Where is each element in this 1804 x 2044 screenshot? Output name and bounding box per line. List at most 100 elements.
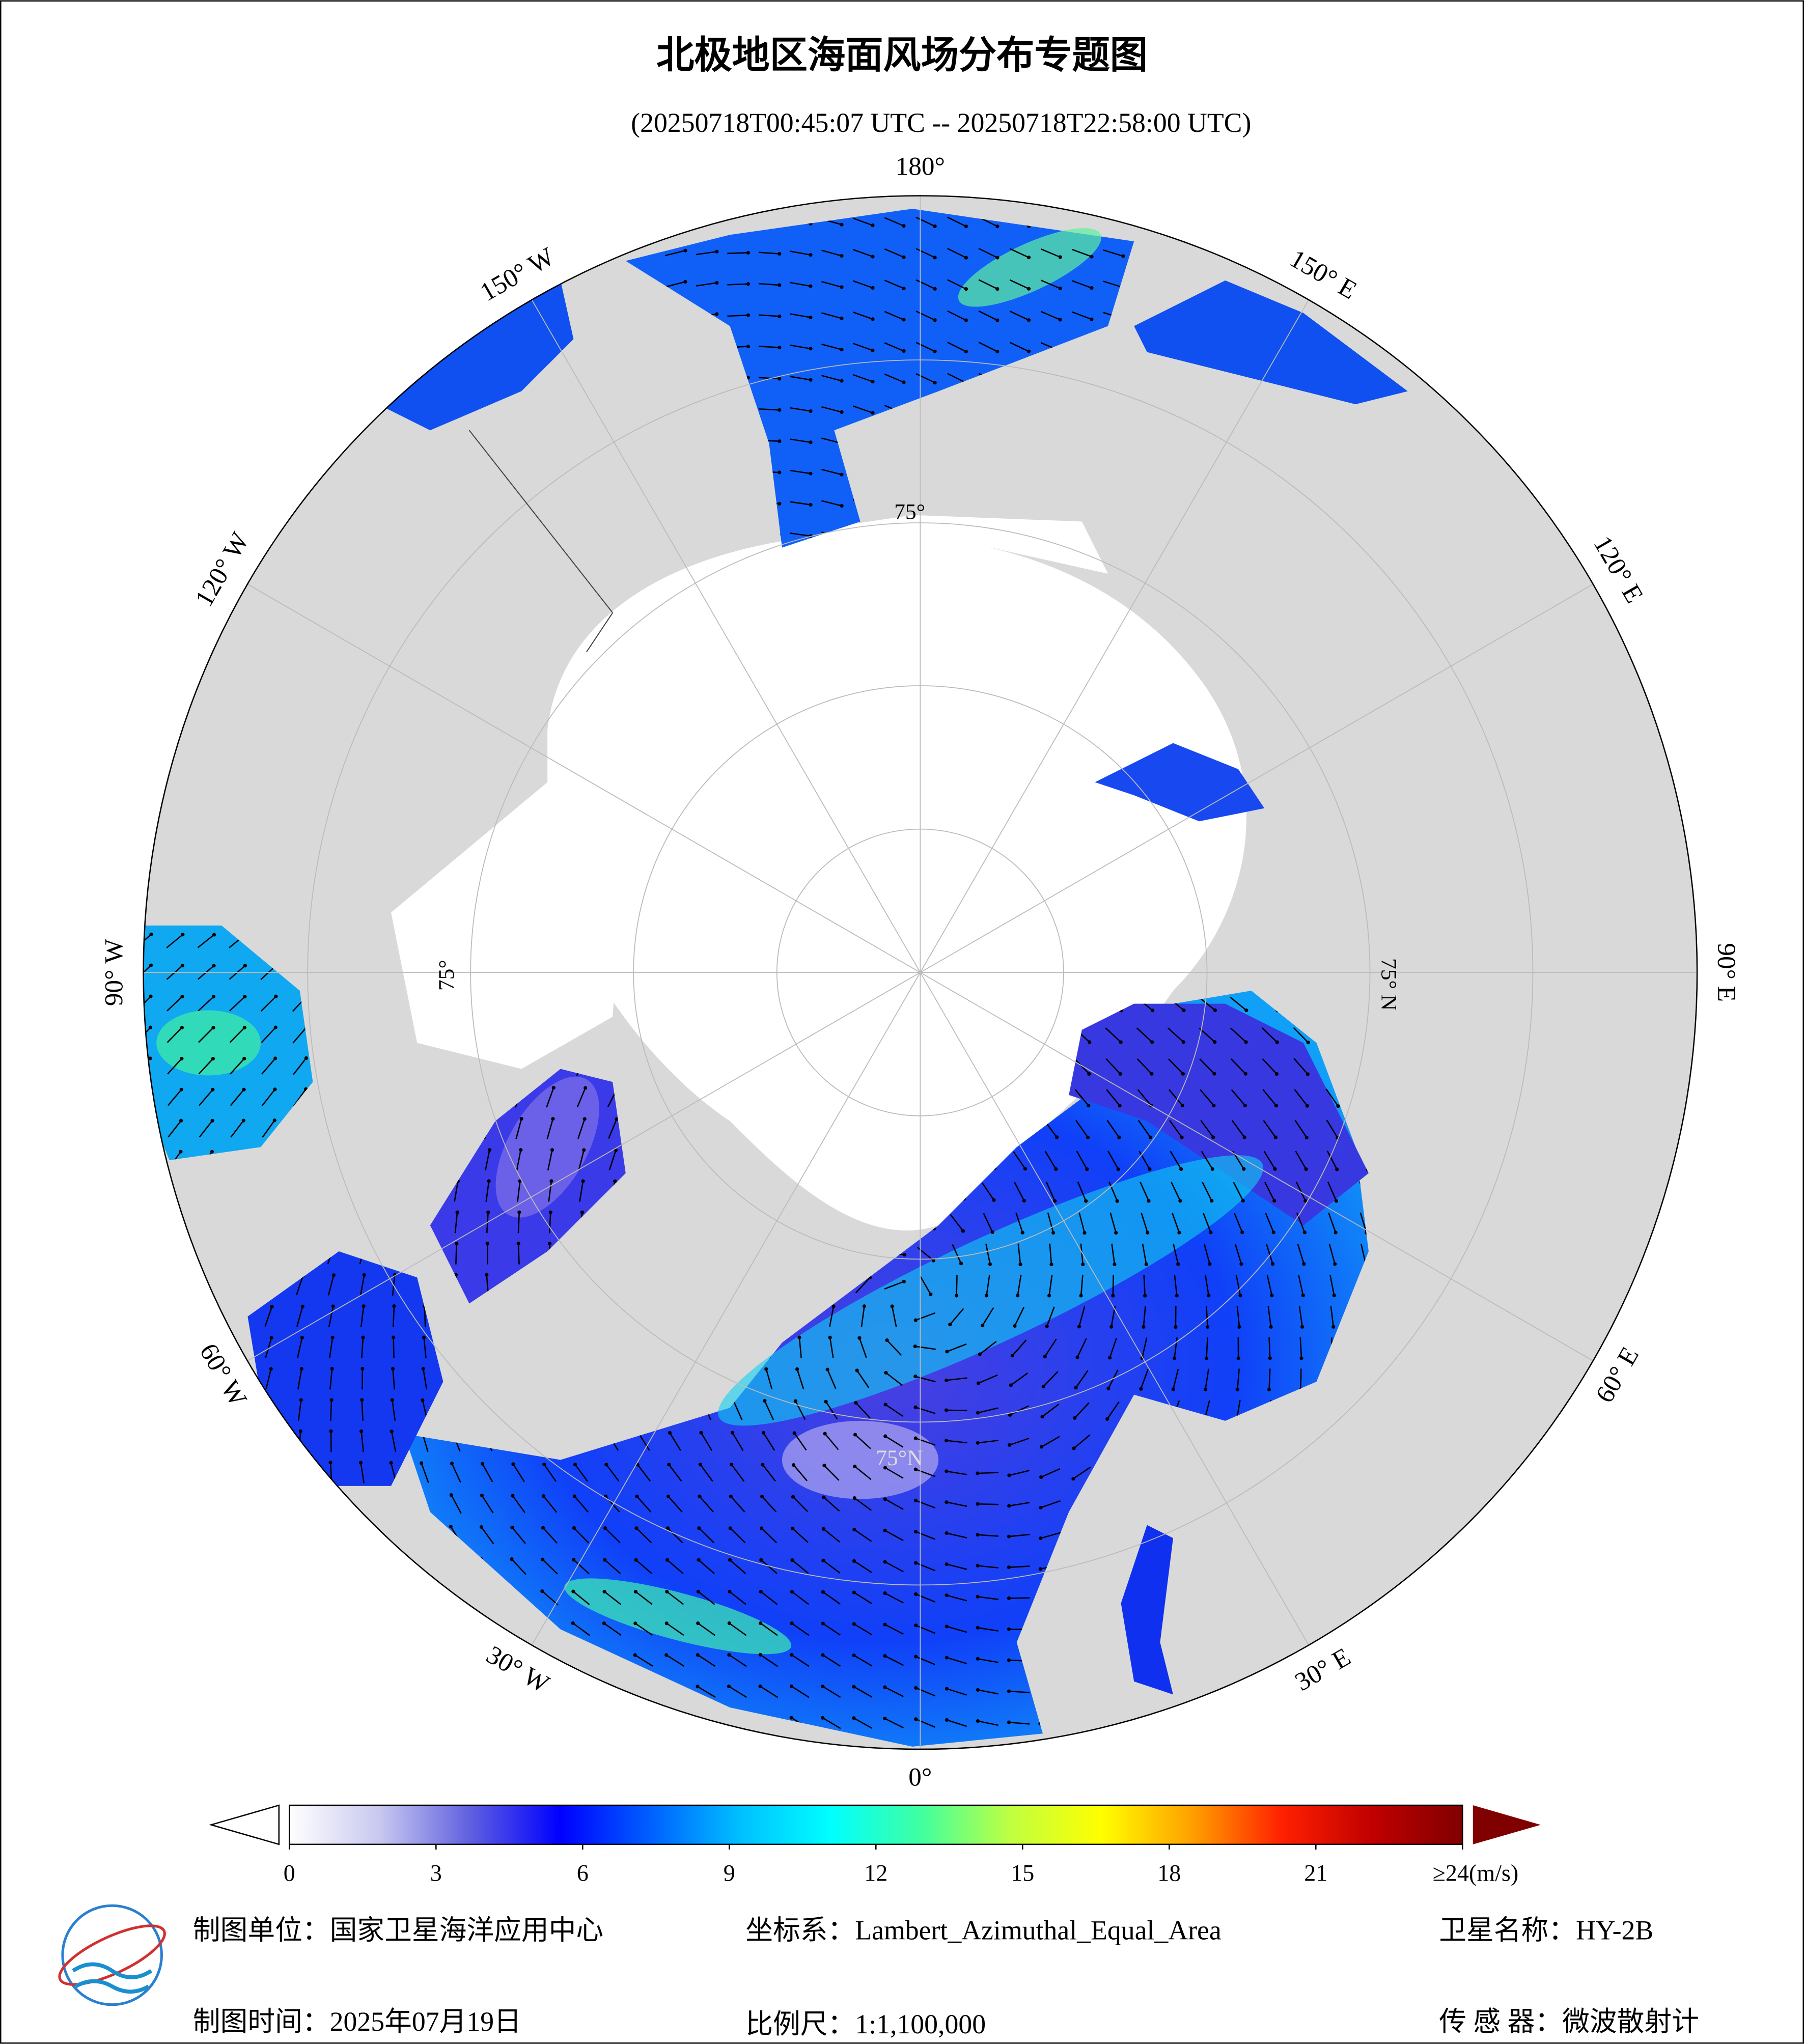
wind-arrow [166,1027,183,1043]
wind-arrow [852,343,873,351]
wind-arrow [143,468,154,477]
wind-arrow [572,1686,591,1698]
wind-arrow-head [308,217,312,221]
wind-arrow-head [1278,221,1282,226]
wind-arrow [173,1681,176,1702]
wind-arrow-head [1007,1596,1011,1600]
wind-arrow-head [557,215,561,219]
wind-arrow-head [238,1367,242,1371]
wind-arrow-head [326,1586,330,1590]
wind-arrow-head [1306,1041,1310,1045]
wind-arrow [478,216,497,228]
wind-arrow-head [387,1586,391,1591]
wind-arrow [915,1376,936,1383]
latitude-label: 75° [434,960,459,991]
wind-arrow-head [728,1558,732,1562]
wind-arrow [1234,1244,1242,1265]
wind-arrow-head [146,1274,150,1278]
wind-arrow-head [1229,1697,1233,1702]
wind-arrow [328,1587,335,1609]
wind-arrow-head [664,1621,669,1626]
wind-arrow-head [214,498,218,502]
wind-arrow [758,408,780,411]
wind-arrow [667,1527,683,1544]
wind-arrow [946,1532,967,1538]
wind-arrow [1202,1213,1212,1233]
wind-arrow-head [1355,1698,1359,1702]
wind-arrow [790,344,811,350]
wind-arrow-head [1074,1386,1078,1390]
wind-arrow [479,1685,496,1699]
wind-arrow-head [760,1526,764,1530]
wind-arrow-head [447,1714,451,1718]
wind-arrow-head [871,411,875,415]
wind-arrow [235,1650,239,1671]
wind-arrow [262,1120,275,1138]
wind-arrow [760,1622,778,1636]
wind-arrow [571,216,591,227]
wind-arrow-head [357,1555,362,1559]
wind-arrow [143,1120,150,1138]
wind-arrow [352,373,373,383]
wind-arrow [143,654,153,665]
wind-arrow-head [791,1526,795,1531]
wind-arrow-head [273,1025,277,1029]
wind-arrow [793,1464,808,1481]
wind-arrow [196,282,216,287]
wind-arrow-head [913,1436,918,1440]
wind-arrow-head [550,1148,554,1152]
wind-arrow [164,655,185,665]
wind-arrow [1231,1089,1246,1106]
wind-arrow [821,281,842,288]
wind-arrow-head [432,246,436,250]
wind-arrow [387,1683,400,1701]
wind-arrow-head [1332,1294,1336,1298]
wind-arrow [822,1717,841,1729]
wind-arrow [166,934,183,948]
wind-arrow [760,1686,779,1698]
wind-arrow [235,1494,239,1515]
wind-arrow-head [432,309,436,313]
wind-arrow-head [913,1318,918,1322]
wind-arrow [1261,1027,1278,1043]
wind-arrow-head [1144,1262,1148,1266]
wind-arrow-head [1146,1230,1150,1235]
wind-arrow-head [854,1401,858,1405]
wind-arrow-head [151,653,155,657]
wind-arrow-head [582,1148,586,1152]
wind-arrow [885,1435,904,1448]
wind-arrow [143,965,152,981]
wind-arrow-head [213,623,218,627]
wind-arrow-head [339,342,343,346]
wind-arrow [1357,1619,1369,1639]
wind-arrow [357,1619,367,1639]
wind-arrow [485,1181,490,1202]
wind-arrow [296,1650,303,1671]
wind-arrow-head [778,314,782,318]
wind-arrow [983,1213,993,1233]
wind-arrow [1328,1244,1336,1265]
wind-arrow-head [696,1621,700,1626]
wind-arrow [1041,311,1061,321]
wind-arrow-head [1106,1386,1111,1390]
wind-arrow [664,218,686,225]
wind-arrow [947,342,966,352]
wind-arrow [852,280,873,289]
wind-arrow [548,1181,552,1202]
wind-arrow [321,343,342,351]
wind-arrow-head [601,1685,606,1689]
wind-arrow-head [276,467,281,471]
wind-arrow-head [1016,1294,1020,1298]
wind-arrow [326,1682,336,1702]
wind-arrow [143,281,154,288]
wind-arrow-head [401,278,405,283]
wind-arrow-head [945,1439,949,1443]
wind-arrow-head [211,995,216,999]
wind-arrow-head [604,1463,608,1467]
wind-arrow-head [245,374,249,378]
wind-arrow [1199,1716,1215,1731]
wind-arrow-head [270,1305,274,1309]
wind-arrow [634,1654,653,1667]
wind-arrow-head [633,1653,637,1657]
wind-arrow-head [809,284,813,288]
